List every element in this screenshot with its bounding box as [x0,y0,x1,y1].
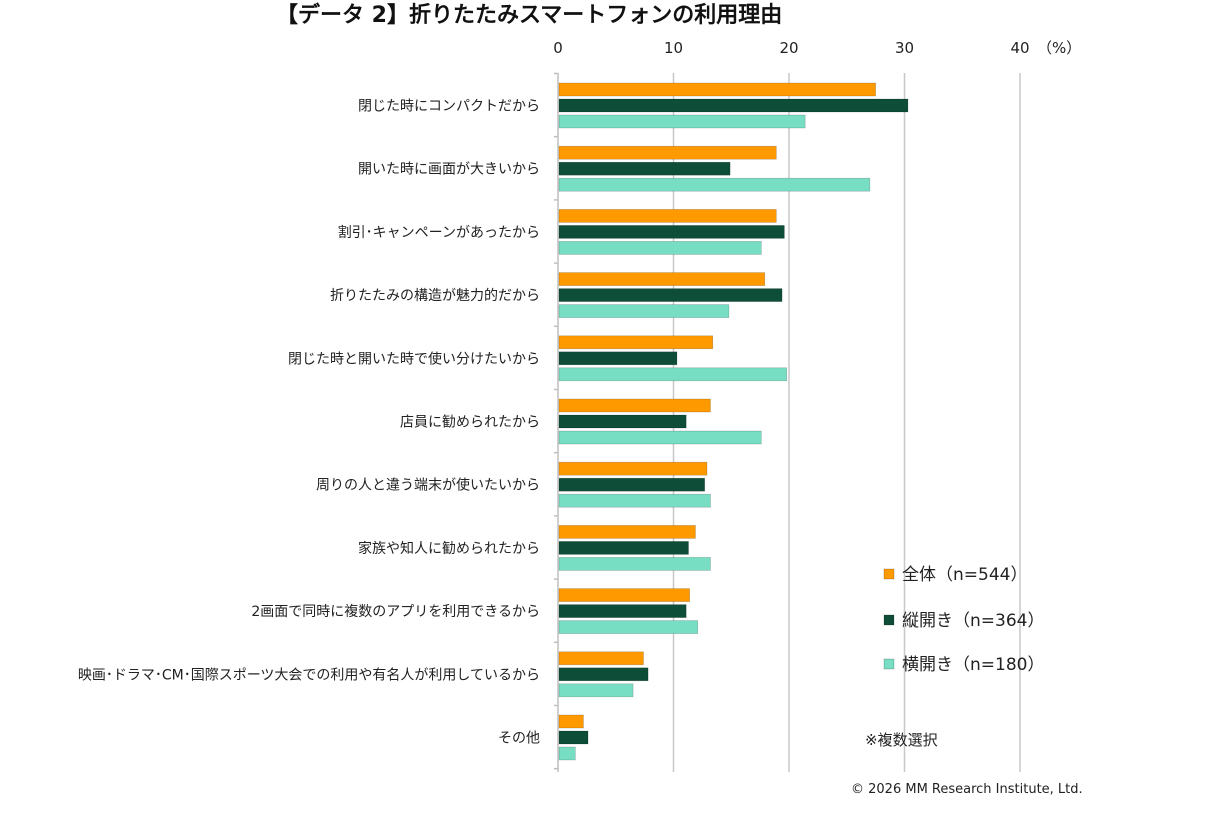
bar [558,209,777,223]
x-tick-label: 20 [779,39,798,57]
category-label: 割引･キャンペーンがあったから [338,224,540,241]
bar [558,304,730,318]
bar [558,746,576,761]
bar [558,667,649,682]
bar [558,477,705,492]
bar [558,288,783,302]
x-tick-label: 40 [1010,39,1029,57]
bar [558,730,589,745]
bar [558,145,777,160]
bar [558,493,711,508]
category-label: 映画･ドラマ･CM･国際スポーツ大会での利用や有名人が利用しているから [78,667,540,683]
category-label: 店員に勧められたから [400,414,540,431]
unit-label: （%） [1037,39,1081,57]
bar [558,177,871,192]
bar [558,398,711,413]
copyright: © 2026 MM Research Institute, Ltd. [851,782,1083,797]
category-label: 閉じた時にコンパクトだから [358,99,540,115]
bar [558,604,687,618]
x-tick-label: 0 [553,39,563,57]
bar [558,414,687,429]
legend-label: 横開き（n=180） [902,655,1044,675]
bars [558,82,909,761]
x-tick-label: 30 [895,39,914,57]
category-label: 開いた時に画面が大きいから [358,162,540,178]
note: ※複数選択 [865,731,938,749]
legend-label: 全体（n=544） [902,565,1027,585]
bar [558,541,689,555]
category-label: 2画面で同時に複数のアプリを利用できるから [251,603,540,620]
bar [558,367,787,382]
legend-swatch [883,614,895,626]
legend-swatch [883,568,895,580]
bar [558,351,678,366]
legend-label: 縦開き（n=364） [902,611,1044,631]
bar [558,272,766,286]
bar [558,461,708,476]
x-tick-label: 10 [664,39,683,57]
category-label: 家族や知人に勧められたから [358,540,540,557]
category-label: 閉じた時と開いた時で使い分けたいから [288,350,540,367]
bar [558,335,714,350]
bar [558,114,806,129]
bar [558,98,909,113]
bar [558,225,785,239]
bar [558,620,699,634]
legend-swatch [883,658,895,670]
category-label: その他 [498,731,540,747]
bar [558,241,762,255]
legend: 全体（n=544） 縦開き（n=364） 横開き（n=180） [883,565,1044,675]
category-labels: 閉じた時にコンパクトだから開いた時に画面が大きいから割引･キャンペーンがあったか… [78,99,540,747]
category-label: 折りたたみの構造が魅力的だから [330,288,540,304]
axis [554,72,559,772]
bar [558,683,634,698]
bar [558,525,696,539]
bar [558,430,762,445]
bar [558,651,644,666]
bar [558,588,690,602]
chart-title: 【データ 2】折りたたみスマートフォンの利用理由 [276,2,782,28]
bar [558,557,711,571]
bar [558,714,584,729]
category-label: 周りの人と違う端末が使いたいから [316,477,540,494]
bar [558,82,876,97]
x-tick-labels: 0 10 20 30 40 [553,39,1029,57]
bar [558,161,731,176]
